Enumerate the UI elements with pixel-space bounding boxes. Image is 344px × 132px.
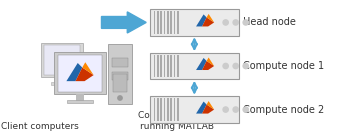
Polygon shape bbox=[202, 105, 214, 114]
FancyBboxPatch shape bbox=[174, 11, 175, 34]
FancyBboxPatch shape bbox=[108, 44, 132, 104]
FancyBboxPatch shape bbox=[67, 100, 93, 103]
Circle shape bbox=[233, 20, 238, 25]
FancyBboxPatch shape bbox=[167, 98, 169, 121]
FancyArrow shape bbox=[101, 12, 146, 33]
FancyBboxPatch shape bbox=[167, 55, 169, 77]
Polygon shape bbox=[202, 61, 214, 70]
Text: Head node: Head node bbox=[243, 17, 295, 27]
FancyBboxPatch shape bbox=[111, 72, 128, 80]
Polygon shape bbox=[207, 57, 214, 66]
FancyBboxPatch shape bbox=[154, 11, 155, 34]
FancyBboxPatch shape bbox=[59, 77, 65, 83]
FancyBboxPatch shape bbox=[160, 55, 162, 77]
FancyBboxPatch shape bbox=[160, 11, 162, 34]
FancyBboxPatch shape bbox=[177, 11, 179, 34]
Circle shape bbox=[243, 107, 248, 112]
FancyBboxPatch shape bbox=[174, 55, 175, 77]
Polygon shape bbox=[202, 17, 214, 26]
FancyBboxPatch shape bbox=[170, 11, 172, 34]
FancyBboxPatch shape bbox=[164, 98, 165, 121]
FancyBboxPatch shape bbox=[157, 98, 159, 121]
Text: Compute node 2: Compute node 2 bbox=[243, 105, 324, 115]
FancyBboxPatch shape bbox=[76, 94, 84, 102]
Polygon shape bbox=[196, 58, 207, 70]
Circle shape bbox=[223, 63, 228, 69]
FancyBboxPatch shape bbox=[157, 55, 159, 77]
FancyBboxPatch shape bbox=[51, 82, 73, 85]
FancyBboxPatch shape bbox=[170, 98, 172, 121]
FancyBboxPatch shape bbox=[54, 52, 106, 94]
Polygon shape bbox=[196, 102, 207, 114]
Polygon shape bbox=[82, 62, 94, 75]
Circle shape bbox=[223, 20, 228, 25]
FancyBboxPatch shape bbox=[111, 58, 128, 67]
Polygon shape bbox=[66, 63, 82, 81]
FancyBboxPatch shape bbox=[177, 98, 179, 121]
FancyBboxPatch shape bbox=[113, 74, 127, 92]
FancyBboxPatch shape bbox=[170, 55, 172, 77]
FancyBboxPatch shape bbox=[174, 98, 175, 121]
FancyBboxPatch shape bbox=[164, 11, 165, 34]
FancyBboxPatch shape bbox=[160, 98, 162, 121]
FancyBboxPatch shape bbox=[177, 55, 179, 77]
Polygon shape bbox=[196, 14, 207, 26]
FancyBboxPatch shape bbox=[150, 53, 239, 79]
Polygon shape bbox=[207, 14, 214, 22]
Polygon shape bbox=[207, 101, 214, 110]
Circle shape bbox=[243, 20, 248, 25]
FancyBboxPatch shape bbox=[164, 55, 165, 77]
Circle shape bbox=[223, 107, 228, 112]
Circle shape bbox=[233, 107, 238, 112]
FancyBboxPatch shape bbox=[58, 55, 103, 92]
FancyBboxPatch shape bbox=[167, 11, 169, 34]
Text: Compute node 1: Compute node 1 bbox=[243, 61, 324, 71]
FancyBboxPatch shape bbox=[41, 43, 83, 77]
FancyBboxPatch shape bbox=[150, 96, 239, 123]
Circle shape bbox=[118, 96, 122, 100]
FancyBboxPatch shape bbox=[154, 98, 155, 121]
FancyBboxPatch shape bbox=[154, 55, 155, 77]
Text: Client computers: Client computers bbox=[1, 122, 78, 131]
Polygon shape bbox=[75, 68, 94, 81]
FancyBboxPatch shape bbox=[150, 9, 239, 36]
FancyBboxPatch shape bbox=[44, 45, 80, 75]
Circle shape bbox=[233, 63, 238, 69]
Circle shape bbox=[243, 63, 248, 69]
FancyBboxPatch shape bbox=[157, 11, 159, 34]
Text: Computer cluster
running MATLAB: Computer cluster running MATLAB bbox=[138, 111, 217, 131]
